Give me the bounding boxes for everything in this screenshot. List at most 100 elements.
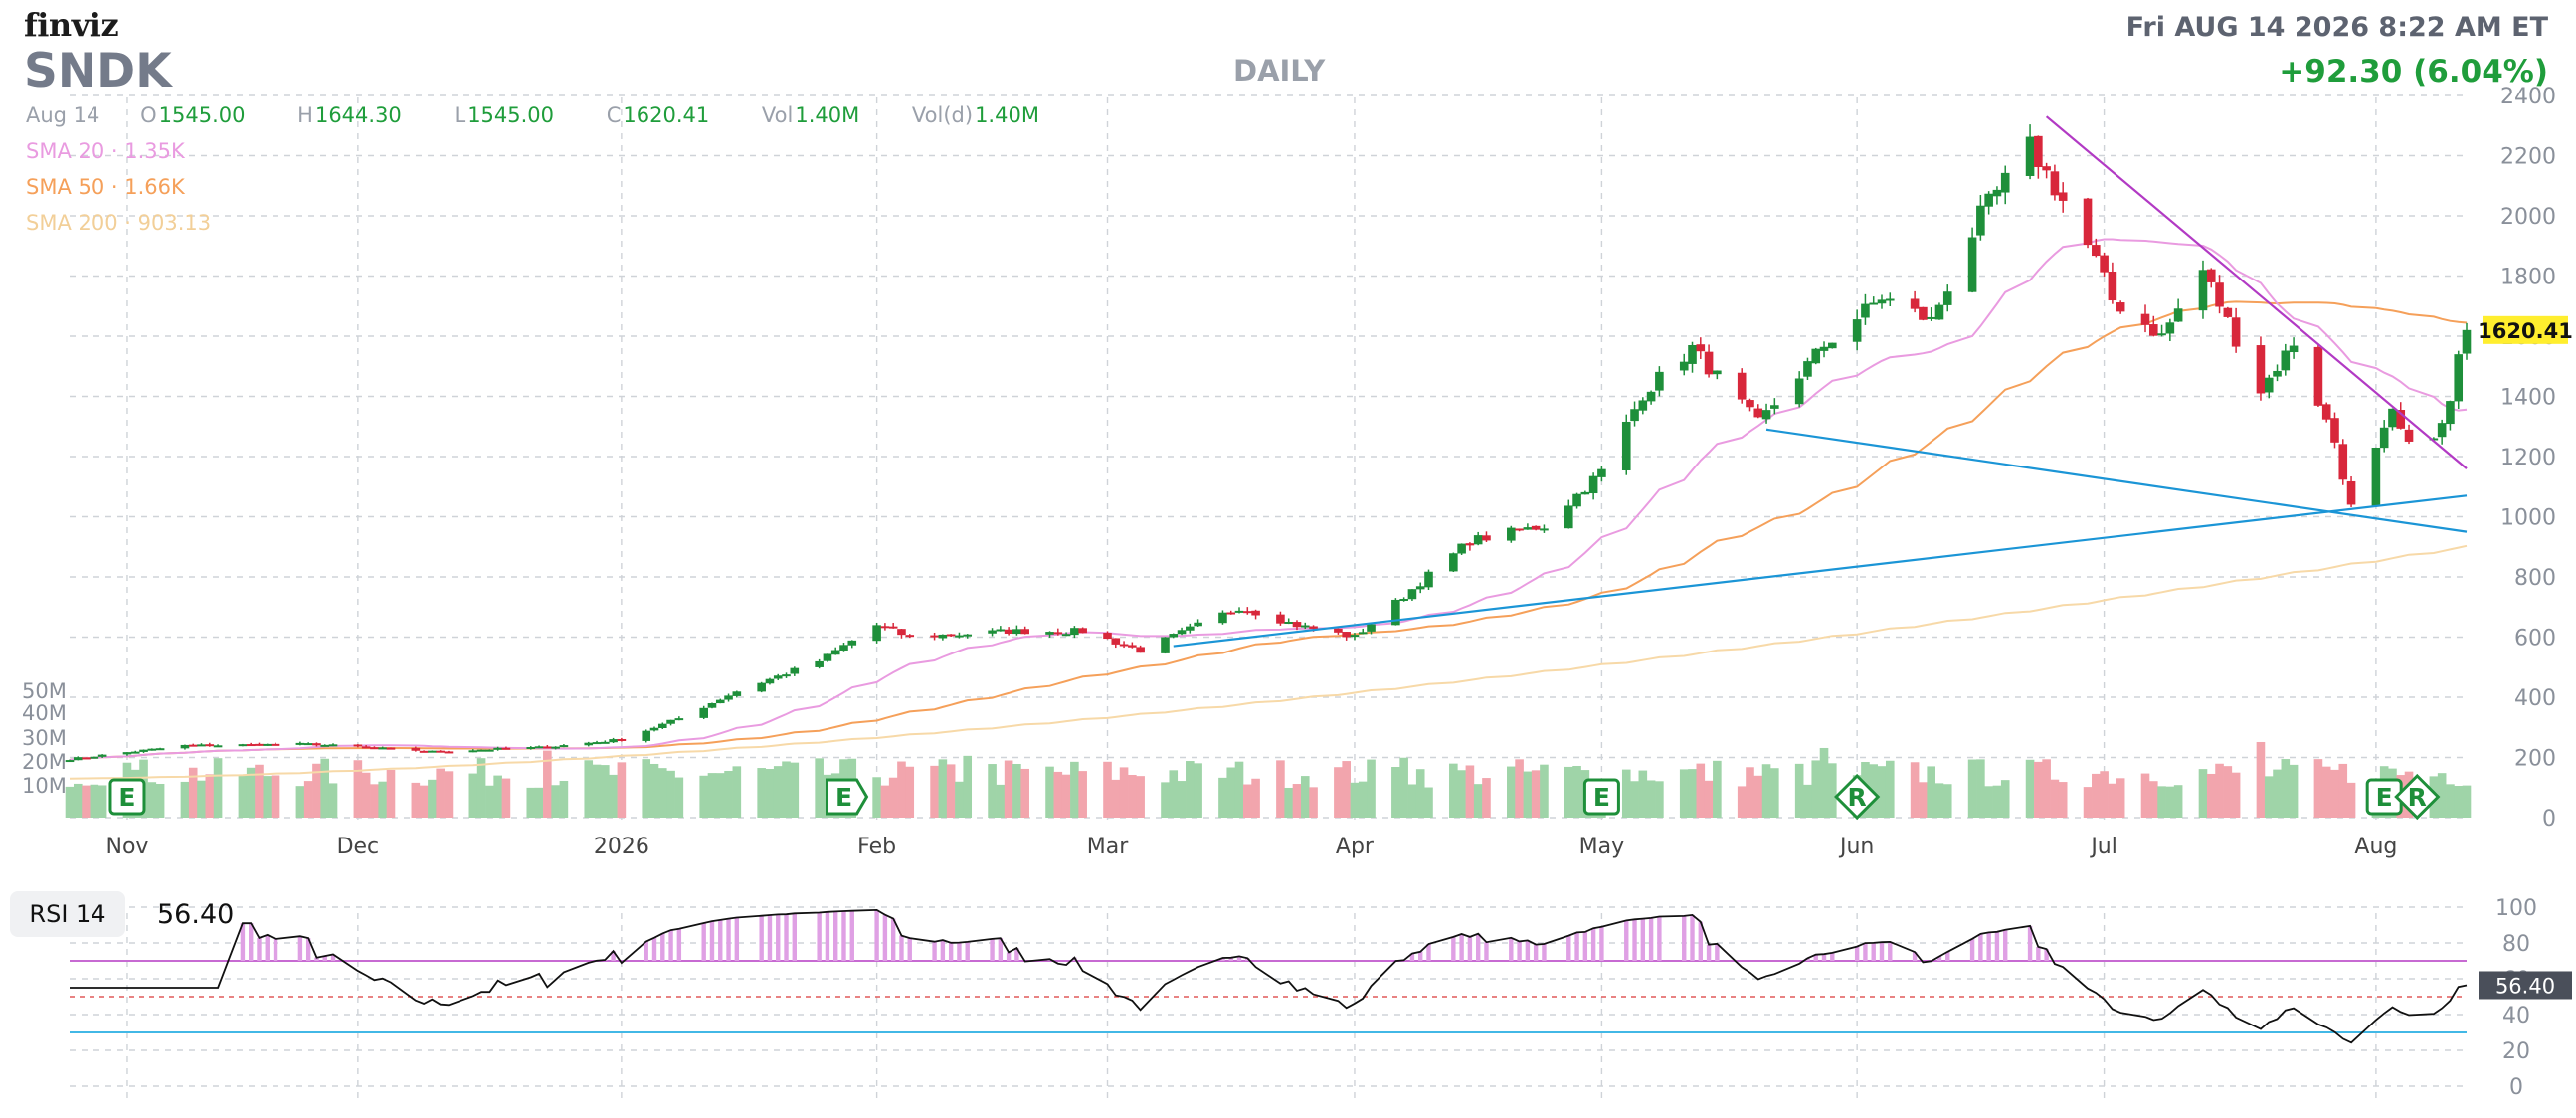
volume-bar — [765, 769, 775, 818]
candle-up — [1861, 303, 1870, 318]
volume-bar — [1753, 775, 1763, 818]
rsi-overbought-fill — [240, 909, 2049, 961]
volume-bar — [1803, 784, 1812, 818]
ohlc-value: 1.40M — [975, 103, 1039, 127]
volume-bar — [1012, 763, 1021, 818]
candle-up — [2165, 322, 2175, 334]
volume-bar — [897, 761, 906, 818]
candle-up — [1415, 586, 1425, 590]
volume-bar — [82, 785, 91, 818]
candle-down — [1465, 543, 1475, 546]
rsi-tick-label: 40 — [2502, 1004, 2530, 1028]
volume-bar — [732, 766, 742, 818]
finviz-logo[interactable]: finviz — [24, 6, 119, 44]
candle-down — [1242, 611, 1252, 614]
date-tick-label: Mar — [1087, 835, 1129, 859]
price-tick-label: 1000 — [2500, 506, 2556, 531]
volume-bar — [73, 783, 83, 818]
candle-up — [1713, 370, 1722, 375]
candle-up — [1449, 553, 1458, 572]
candle-up — [1597, 468, 1606, 477]
timeframe-label[interactable]: DAILY — [1233, 54, 1326, 88]
volume-bar — [2338, 763, 2348, 818]
volume-tick-label: 10M — [22, 774, 67, 798]
candle-up — [485, 749, 494, 752]
volume-bar — [584, 760, 594, 818]
candle-up — [649, 727, 659, 731]
candle-down — [1753, 408, 1763, 418]
candle-down — [905, 635, 915, 638]
volume-bar — [2313, 759, 2323, 818]
candle-up — [724, 695, 733, 700]
moving-averages — [69, 238, 2468, 780]
candle-down — [370, 747, 379, 750]
volume-bar — [1927, 766, 1935, 818]
candle-up — [657, 723, 667, 728]
candle-down — [1342, 632, 1351, 638]
volume-bar — [543, 750, 552, 818]
candle-down — [897, 629, 906, 636]
date-tick-label: Dec — [337, 835, 380, 859]
volume-bar — [1746, 767, 1754, 818]
candle-down — [444, 751, 454, 754]
candle-up — [130, 751, 140, 754]
volume-bar — [238, 775, 248, 818]
candle-up — [830, 650, 840, 655]
volume-bar — [609, 774, 618, 818]
volume-bar — [155, 783, 165, 818]
candles — [65, 124, 2472, 763]
sma20-legend[interactable]: SMA 20 · 1.35K — [26, 139, 185, 163]
volume-bar — [534, 787, 544, 818]
volume-bar — [2206, 773, 2216, 818]
candle-up — [2454, 354, 2464, 402]
candle-down — [2148, 324, 2158, 336]
volume-bar — [1276, 760, 1285, 818]
volume-bar — [773, 766, 783, 818]
candle-up — [73, 757, 83, 761]
volume-bar — [1078, 771, 1087, 818]
candle-up — [1869, 302, 1879, 305]
volume-bar — [1482, 778, 1491, 818]
volume-bar — [2198, 769, 2208, 818]
candle-up — [1424, 571, 1433, 588]
sma200-legend[interactable]: SMA 200 · 903.13 — [26, 211, 212, 235]
sma50-legend[interactable]: SMA 50 · 1.66K — [26, 175, 185, 199]
candle-down — [946, 634, 956, 637]
volume-bar — [2446, 784, 2455, 818]
candle-up — [1300, 625, 1310, 628]
volume-bar — [2116, 778, 2125, 818]
candle-up — [1572, 493, 1581, 507]
earnings-marker-label: E — [2376, 783, 2393, 812]
candle-up — [1523, 527, 1533, 530]
date-tick-label: 2026 — [594, 835, 649, 859]
volume-tick-label: 40M — [22, 701, 67, 725]
candle-up — [2379, 427, 2389, 449]
price-tick-label: 400 — [2514, 686, 2556, 711]
candle-up — [757, 682, 766, 692]
volume-bar — [1770, 768, 1779, 818]
volume-bar — [1407, 784, 1417, 818]
volume-bar — [2157, 786, 2166, 818]
rsi-indicator-label[interactable]: RSI 14 — [10, 891, 125, 937]
candle-up — [295, 742, 305, 745]
candle-up — [1811, 348, 1821, 364]
sma20-line — [69, 238, 2468, 761]
candle-up — [213, 745, 223, 748]
volume-bar — [485, 785, 494, 818]
volume-bar — [888, 777, 898, 818]
candle-up — [2157, 333, 2166, 336]
candle-down — [1226, 612, 1236, 615]
trendline — [1765, 428, 2468, 533]
candle-down — [2223, 307, 2233, 317]
candle-down — [2330, 418, 2339, 443]
volume-bar — [617, 762, 627, 818]
volume-bar — [2100, 771, 2109, 818]
candle-up — [1194, 622, 1202, 627]
candle-up — [2000, 172, 2010, 193]
volume-bar — [642, 759, 651, 818]
candle-up — [1770, 405, 1779, 409]
volume-bar — [65, 786, 75, 818]
volume-bar — [1621, 769, 1631, 818]
date-tick-label: Jul — [2089, 835, 2117, 859]
